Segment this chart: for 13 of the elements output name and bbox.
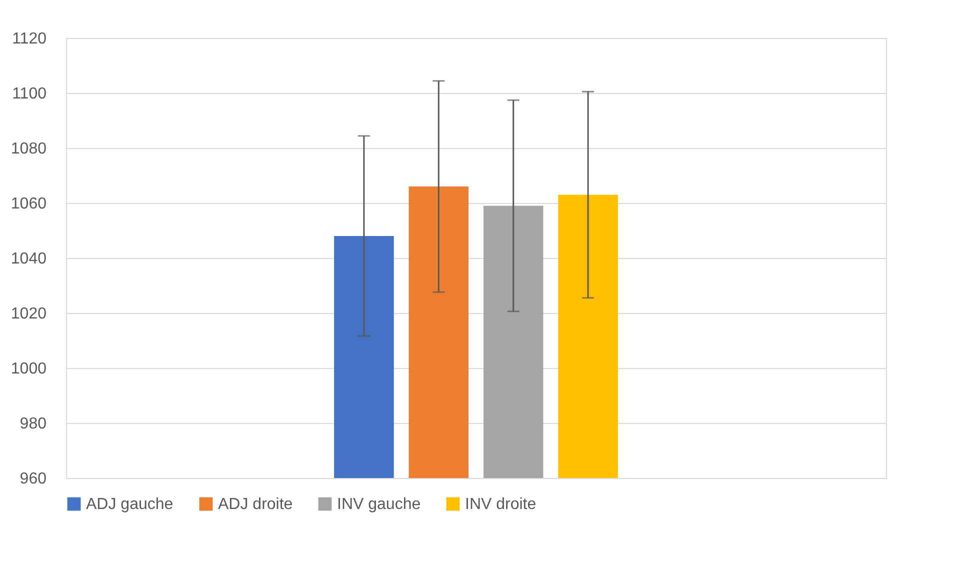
y-tick-label: 1060 [10,196,47,212]
y-tick-label: 1120 [12,30,47,48]
y-tick-label: 1020 [10,306,47,322]
y-tick-label: 1000 [10,360,47,378]
legend-label: ADJ droite [218,496,293,513]
legend-label: INV droite [465,496,536,513]
legend-label: INV gauche [337,496,421,513]
y-tick-label: 1080 [10,140,47,158]
y-tick-label: 960 [20,470,47,488]
y-tick-label: 980 [20,416,47,432]
legend-label: ADJ gauche [86,496,174,513]
y-tick-label: 1040 [10,250,47,268]
y-tick-label: 1100 [12,86,47,102]
